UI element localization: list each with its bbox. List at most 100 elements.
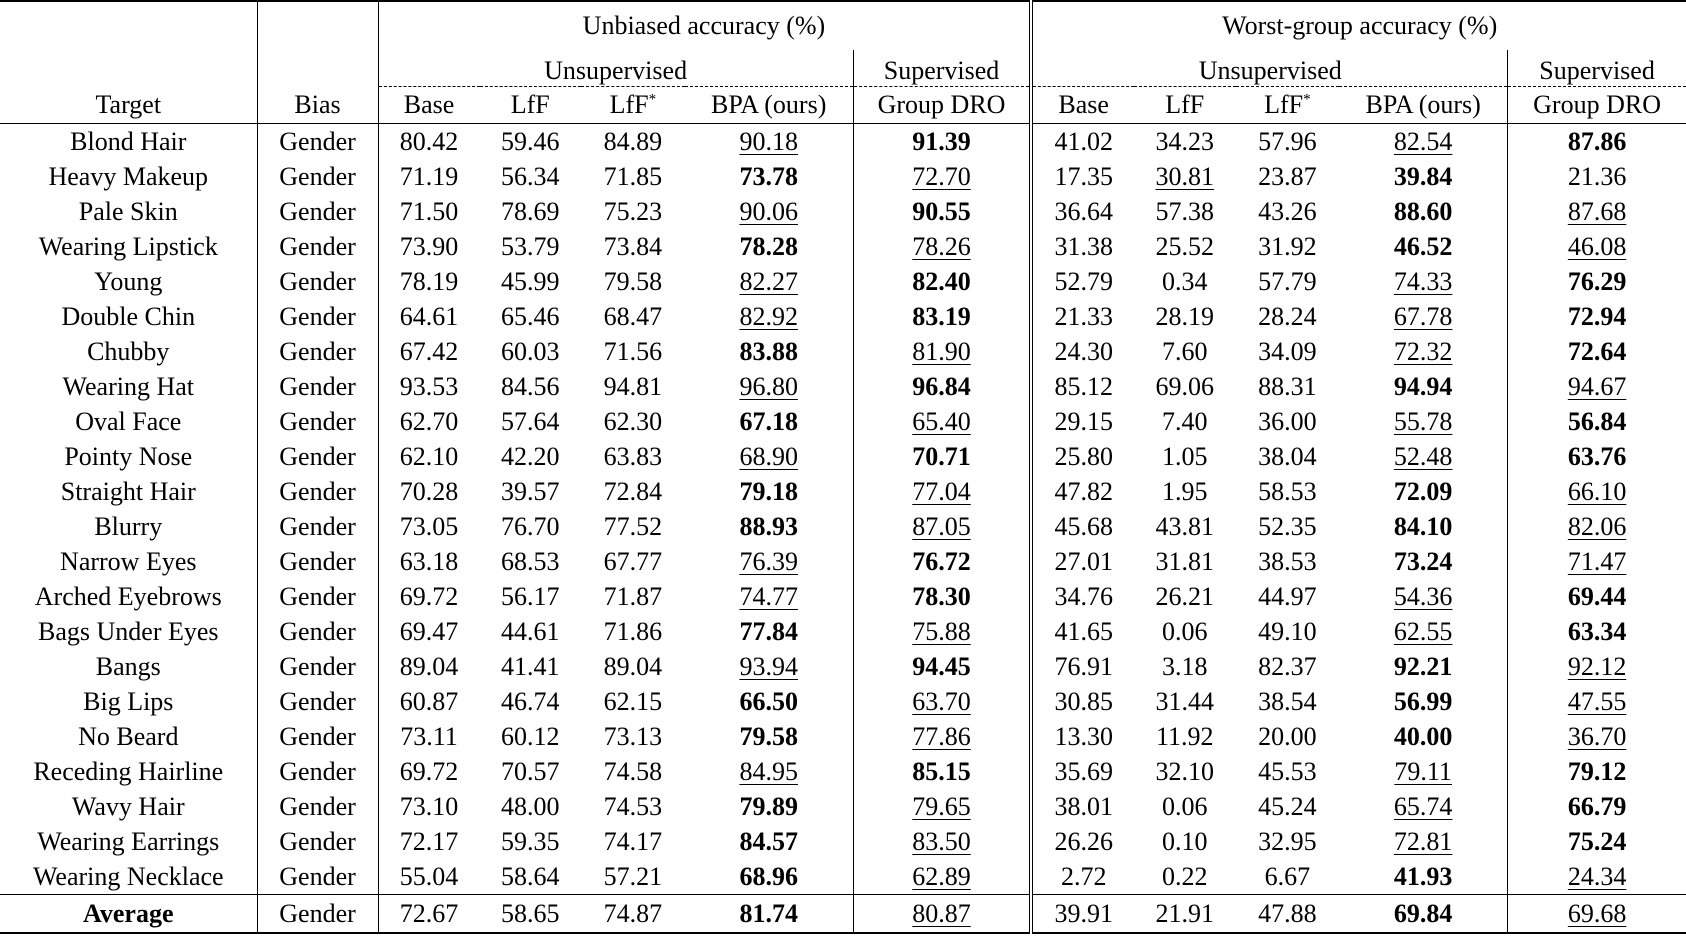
cell-group-dro-unbiased: 72.70 (853, 159, 1034, 194)
cell-bpa-worst: 79.11 (1339, 754, 1509, 789)
cell-bpa-worst: 69.84 (1339, 894, 1509, 934)
cell-value: 73.90 (399, 232, 459, 261)
table-row: Bags Under Eyes Gender 69.47 44.61 71.86 77.8… (0, 614, 1686, 649)
cell-value: 1.05 (1161, 442, 1208, 471)
table-row: Double Chin Gender 64.61 65.46 68.47 82.92 83.… (0, 299, 1686, 334)
cell-target: Blond Hair (0, 123, 258, 159)
cell-bpa-unbiased: 66.50 (684, 684, 854, 719)
cell-value: 31.92 (1258, 232, 1317, 261)
cell-group-dro-unbiased: 87.05 (853, 509, 1034, 544)
cell-bpa-unbiased: 79.58 (684, 719, 854, 754)
cell-value: 35.69 (1054, 757, 1113, 786)
cell-bpa-unbiased: 79.89 (684, 789, 854, 824)
cell-value: 90.18 (739, 127, 798, 156)
cell-value: 45.68 (1054, 512, 1113, 541)
cell-lff-unbiased: 65.46 (480, 299, 582, 334)
cell-value: 62.70 (399, 407, 459, 436)
cell-target: Wearing Hat (0, 369, 258, 404)
cell-lff-worst: 25.52 (1134, 229, 1236, 264)
cell-base-unbiased: 64.61 (378, 299, 480, 334)
cell-value: 79.11 (1394, 757, 1452, 786)
cell-group-dro-worst: 56.84 (1508, 404, 1686, 439)
cell-bpa-unbiased: 96.80 (684, 369, 854, 404)
cell-value: 57.21 (603, 862, 663, 891)
cell-target: Wavy Hair (0, 789, 258, 824)
col-header-bias: Bias (257, 86, 379, 124)
cell-value: 78.28 (739, 232, 798, 261)
cell-group-dro-unbiased: 78.26 (853, 229, 1034, 264)
cell-bias: Gender (257, 859, 379, 895)
cell-group-dro-worst: 71.47 (1508, 544, 1686, 579)
cell-value: 65.40 (912, 407, 971, 436)
cell-lff-worst: 11.92 (1134, 719, 1236, 754)
cell-value: 70.28 (399, 477, 459, 506)
cell-lffstar-unbiased: 62.30 (581, 404, 685, 439)
cell-lffstar-worst: 58.53 (1236, 474, 1340, 509)
cell-lff-worst: 26.21 (1134, 579, 1236, 614)
cell-lff-unbiased: 84.56 (480, 369, 582, 404)
cell-lff-worst: 69.06 (1134, 369, 1236, 404)
cell-lff-worst: 28.19 (1134, 299, 1236, 334)
cell-target: Blurry (0, 509, 258, 544)
cell-lffstar-unbiased: 71.85 (581, 159, 685, 194)
cell-lffstar-unbiased: 68.47 (581, 299, 685, 334)
table-row: Bangs Gender 89.04 41.41 89.04 93.94 94.45 76.9… (0, 649, 1686, 684)
col-header-bpa: BPA (ours) (684, 86, 854, 124)
cell-value: 43.26 (1258, 197, 1317, 226)
cell-value: 71.50 (399, 197, 459, 226)
cell-value: 96.84 (912, 372, 971, 401)
cell-value: 93.53 (399, 372, 459, 401)
cell-value: 90.55 (912, 197, 971, 226)
cell-value: 73.78 (739, 162, 798, 191)
cell-lff-worst: 7.60 (1134, 334, 1236, 369)
cell-value: 26.26 (1054, 827, 1113, 856)
cell-value: 69.72 (399, 582, 459, 611)
cell-lff-worst: 21.91 (1133, 894, 1236, 934)
cell-value: 44.97 (1258, 582, 1317, 611)
cell-bias: Gender (257, 509, 379, 544)
cell-group-dro-unbiased: 90.55 (853, 194, 1034, 229)
cell-value: 21.33 (1054, 302, 1113, 331)
cell-value: 71.85 (603, 162, 663, 191)
cell-group-dro-worst: 63.76 (1508, 439, 1686, 474)
col-header-lffstar: LfF* (609, 90, 657, 119)
cell-lffstar-unbiased: 71.56 (581, 334, 685, 369)
cell-base-worst: 52.79 (1031, 264, 1134, 299)
cell-value: 45.53 (1258, 757, 1317, 786)
cell-value: 11.92 (1155, 722, 1214, 751)
cell-value: 43.81 (1155, 512, 1214, 541)
cell-value: 87.68 (1567, 197, 1627, 226)
cell-bpa-worst: 72.09 (1339, 474, 1509, 509)
header-unbiased-accuracy: Unbiased accuracy (%) (378, 0, 1034, 50)
cell-base-worst: 47.82 (1031, 474, 1134, 509)
table-row: Wearing Hat Gender 93.53 84.56 94.81 96.80 96.… (0, 369, 1686, 404)
cell-value: 52.35 (1258, 512, 1317, 541)
cell-value: 39.91 (1054, 899, 1113, 928)
cell-value: 68.90 (739, 442, 798, 471)
cell-bpa-worst: 94.94 (1339, 369, 1509, 404)
cell-base-worst: 2.72 (1031, 859, 1134, 895)
cell-value: 80.87 (912, 899, 971, 928)
cell-value: 81.74 (739, 899, 798, 928)
header-supervised-unbiased: Supervised (853, 50, 1034, 87)
cell-value: 79.12 (1567, 757, 1627, 786)
cell-bpa-unbiased: 84.57 (684, 824, 854, 859)
cell-base-unbiased: 80.42 (378, 123, 480, 159)
cell-value: 92.12 (1567, 652, 1627, 681)
cell-base-unbiased: 62.10 (378, 439, 480, 474)
cell-value: 82.06 (1567, 512, 1627, 541)
cell-group-dro-unbiased: 75.88 (853, 614, 1034, 649)
cell-lffstar-unbiased: 74.17 (581, 824, 685, 859)
cell-value: 47.55 (1567, 687, 1627, 716)
cell-bpa-unbiased: 73.78 (684, 159, 854, 194)
cell-value: 58.53 (1258, 477, 1317, 506)
cell-value: 72.32 (1393, 337, 1453, 366)
cell-bpa-worst: 54.36 (1339, 579, 1509, 614)
cell-group-dro-worst: 69.68 (1507, 894, 1686, 934)
cell-bpa-unbiased: 84.95 (684, 754, 854, 789)
cell-base-worst: 41.02 (1031, 123, 1134, 159)
cell-value: 77.52 (603, 512, 663, 541)
cell-value: 65.46 (501, 302, 560, 331)
cell-value: 73.84 (603, 232, 663, 261)
